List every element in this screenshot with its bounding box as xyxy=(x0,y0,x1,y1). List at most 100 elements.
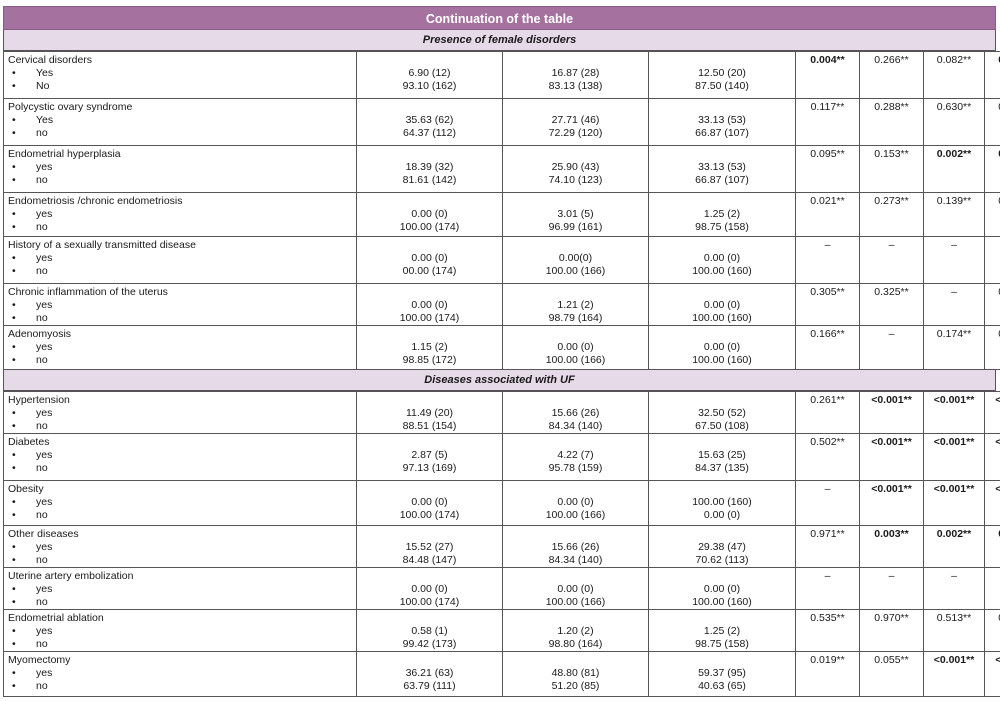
group-1-cell: 0.00 (0) 00.00 (174) xyxy=(356,236,503,284)
group-value: 0.00 (0) xyxy=(557,341,594,353)
group-value: 18.39 (32) xyxy=(405,161,454,173)
p-value-4: 0.783** xyxy=(984,609,1000,652)
group-value: 3.01 (5) xyxy=(557,208,594,220)
group-3-cell: 33.13 (53) 66.87 (107) xyxy=(648,98,796,146)
group-2-cell: 3.01 (5) 96.99 (161) xyxy=(502,192,649,237)
group-2-cell: 0.00 (0) 100.00 (166) xyxy=(502,567,649,610)
row-label-cell: Cervical disordersYesNo xyxy=(3,51,357,99)
group-value: 15.66 (26) xyxy=(551,407,600,419)
row-option: no xyxy=(8,312,356,325)
group-1-cell: 6.90 (12) 93.10 (162) xyxy=(356,51,503,99)
group-1-cell: 0.00 (0) 100.00 (174) xyxy=(356,480,503,526)
group-value: 97.13 (169) xyxy=(402,462,457,474)
group-value: 15.63 (25) xyxy=(698,449,746,461)
p-value-4: <0.001** xyxy=(984,391,1000,434)
p-value-2: – xyxy=(859,567,924,610)
group-value: 1.25 (2) xyxy=(703,625,741,637)
group-value: 33.13 (53) xyxy=(698,161,746,173)
row-label: Endometrial hyperplasia xyxy=(8,148,121,160)
group-value: 35.63 (62) xyxy=(405,114,454,126)
p-value-4: 0.365** xyxy=(984,283,1000,326)
p-value-1: 0.261** xyxy=(795,391,860,434)
group-value: 16.87 (28) xyxy=(551,67,600,79)
group-value: 100.00 (166) xyxy=(545,354,606,366)
data-table: Hypertensionyesno11.49 (20)88.51 (154)15… xyxy=(3,391,1000,697)
group-1-cell: 0.00 (0) 100.00 (174) xyxy=(356,283,503,326)
row-label: History of a sexually transmitted diseas… xyxy=(8,239,196,251)
group-value: 98.80 (164) xyxy=(548,638,603,650)
table-row: History of a sexually transmitted diseas… xyxy=(3,236,1000,284)
group-1-cell: 0.00 (0) 100.00 (174) xyxy=(356,567,503,610)
row-label-cell: Chronic inflammation of the uterusyesno xyxy=(3,283,357,326)
group-value: 0.00(0) xyxy=(558,252,593,264)
group-value: 66.87 (107) xyxy=(695,174,749,186)
group-value: 0.00 (0) xyxy=(411,299,448,311)
group-value: 11.49 (20) xyxy=(405,407,454,419)
group-value: 0.00 (0) xyxy=(703,583,741,595)
row-option: no xyxy=(8,420,356,433)
p-value-1: – xyxy=(795,567,860,610)
p-value-3: <0.001** xyxy=(923,433,985,481)
group-3-cell: 0.00 (0) 100.00 (160) xyxy=(648,325,796,370)
group-value: 100.00 (160) xyxy=(692,265,752,277)
table-row: Endometrial hyperplasiayesno18.39 (32)81… xyxy=(3,145,1000,193)
row-option: Yes xyxy=(8,67,356,80)
group-value: 63.79 (111) xyxy=(403,680,456,692)
group-value: 100.00 (160) xyxy=(692,496,752,508)
row-label-cell: Adenomyosisyesno xyxy=(3,325,357,370)
group-value: 72.29 (120) xyxy=(548,127,603,139)
table-row: Cervical disordersYesNo6.90 (12)93.10 (1… xyxy=(3,51,1000,99)
p-value-2: 0.970** xyxy=(859,609,924,652)
p-value-2: <0.001** xyxy=(859,391,924,434)
group-value: 74.10 (123) xyxy=(548,174,603,186)
table-body: Presence of female disorders Cervical dis… xyxy=(3,30,1000,697)
row-label: Cervical disorders xyxy=(8,54,93,66)
row-label: Endometriosis /chronic endometriosis xyxy=(8,195,183,207)
group-value: 0.00 (0) xyxy=(703,509,741,521)
group-1-cell: 15.52 (27) 84.48 (147) xyxy=(356,525,503,568)
group-value: 93.10 (162) xyxy=(402,80,457,92)
row-option: No xyxy=(8,80,356,93)
p-value-1: – xyxy=(795,236,860,284)
p-value-1: 0.166** xyxy=(795,325,860,370)
p-value-4: <0.001** xyxy=(984,651,1000,697)
group-value: 100.00 (166) xyxy=(545,509,606,521)
row-label: Other diseases xyxy=(8,528,79,540)
group-3-cell: 59.37 (95) 40.63 (65) xyxy=(648,651,796,697)
group-value: 0.00 (0) xyxy=(703,341,741,353)
group-value: 29.38 (47) xyxy=(698,541,746,553)
p-value-3: – xyxy=(923,283,985,326)
row-option: yes xyxy=(8,496,356,509)
row-option: yes xyxy=(8,299,356,312)
group-2-cell: 0.00(0) 100.00 (166) xyxy=(502,236,649,284)
p-value-4: 0.018** xyxy=(984,51,1000,99)
table-row: Endometrial ablationyesno0.58 (1)99.42 (… xyxy=(3,609,1000,652)
p-value-4: 0.152** xyxy=(984,325,1000,370)
group-value: 59.37 (95) xyxy=(698,667,746,679)
group-value: 0.00 (0) xyxy=(703,252,741,264)
group-3-cell: 29.38 (47) 70.62 (113) xyxy=(648,525,796,568)
p-value-3: 0.139** xyxy=(923,192,985,237)
section-heading: Diseases associated with UF xyxy=(3,370,996,391)
group-value: 88.51 (154) xyxy=(402,420,457,432)
group-value: 00.00 (174) xyxy=(402,265,457,277)
group-value: 100.00 (160) xyxy=(692,312,752,324)
p-value-2: – xyxy=(859,325,924,370)
group-3-cell: 100.00 (160) 0.00 (0) xyxy=(648,480,796,526)
group-2-cell: 1.20 (2) 98.80 (164) xyxy=(502,609,649,652)
group-value: 32.50 (52) xyxy=(698,407,746,419)
group-value: 48.80 (81) xyxy=(551,667,600,679)
p-value-2: 0.153** xyxy=(859,145,924,193)
data-table: Cervical disordersYesNo6.90 (12)93.10 (1… xyxy=(3,51,1000,370)
p-value-4: <0.001** xyxy=(984,433,1000,481)
group-value: 0.00 (0) xyxy=(557,496,594,508)
group-value: 84.34 (140) xyxy=(548,420,603,432)
group-1-cell: 18.39 (32) 81.61 (142) xyxy=(356,145,503,193)
group-value: 15.52 (27) xyxy=(405,541,454,553)
row-label: Polycystic ovary syndrome xyxy=(8,101,133,113)
p-value-2: – xyxy=(859,236,924,284)
table-row: Hypertensionyesno11.49 (20)88.51 (154)15… xyxy=(3,391,1000,434)
group-value: 66.87 (107) xyxy=(695,127,749,139)
p-value-1: 0.535** xyxy=(795,609,860,652)
group-3-cell: 33.13 (53) 66.87 (107) xyxy=(648,145,796,193)
